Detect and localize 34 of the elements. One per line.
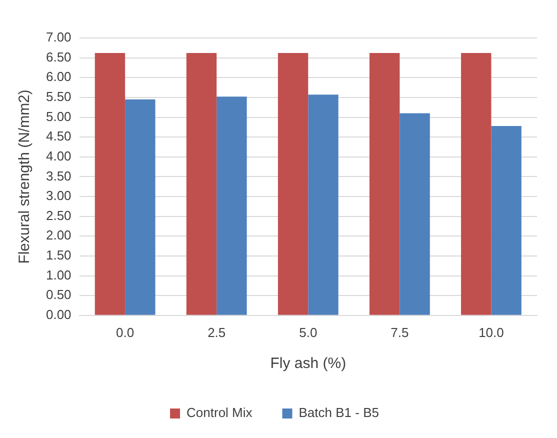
y-tick-label: 0.00 [46, 306, 72, 322]
legend-label: Control Mix [186, 405, 253, 420]
legend-label: Batch B1 - B5 [298, 405, 379, 420]
x-tick-label: 5.0 [299, 324, 318, 340]
bar [369, 53, 400, 315]
y-tick-label: 3.00 [46, 188, 72, 204]
x-tick-label: 10.0 [478, 324, 504, 340]
bar [461, 53, 492, 315]
y-tick-label: 0.50 [46, 287, 72, 302]
y-axis-title: Flexural strength (N/mm2) [16, 90, 34, 264]
bar [400, 113, 430, 315]
bar [186, 53, 217, 315]
x-tick-label: 2.5 [208, 324, 226, 340]
x-tick-label: 0.0 [116, 324, 134, 340]
y-tick-label: 3.50 [46, 168, 72, 184]
y-tick-label: 6.00 [46, 69, 72, 84]
y-tick-label: 5.50 [46, 89, 72, 104]
bar [308, 94, 338, 315]
bar [94, 53, 126, 315]
bar [278, 53, 308, 315]
bar [216, 96, 247, 315]
x-axis-title: Fly ash (%) [270, 355, 346, 372]
y-tick-label: 2.00 [46, 228, 72, 243]
y-tick-label: 6.50 [46, 49, 72, 64]
x-tick-label: 7.5 [390, 324, 409, 340]
y-tick-label: 1.50 [46, 248, 72, 263]
y-tick-label: 4.00 [46, 148, 72, 164]
y-tick-label: 4.50 [46, 128, 72, 144]
y-tick-label: 7.00 [46, 30, 72, 45]
bar [491, 126, 522, 315]
y-tick-label: 2.50 [46, 208, 72, 223]
bar [125, 99, 156, 315]
y-tick-label: 1.00 [46, 267, 72, 282]
y-tick-label: 5.00 [46, 108, 72, 124]
